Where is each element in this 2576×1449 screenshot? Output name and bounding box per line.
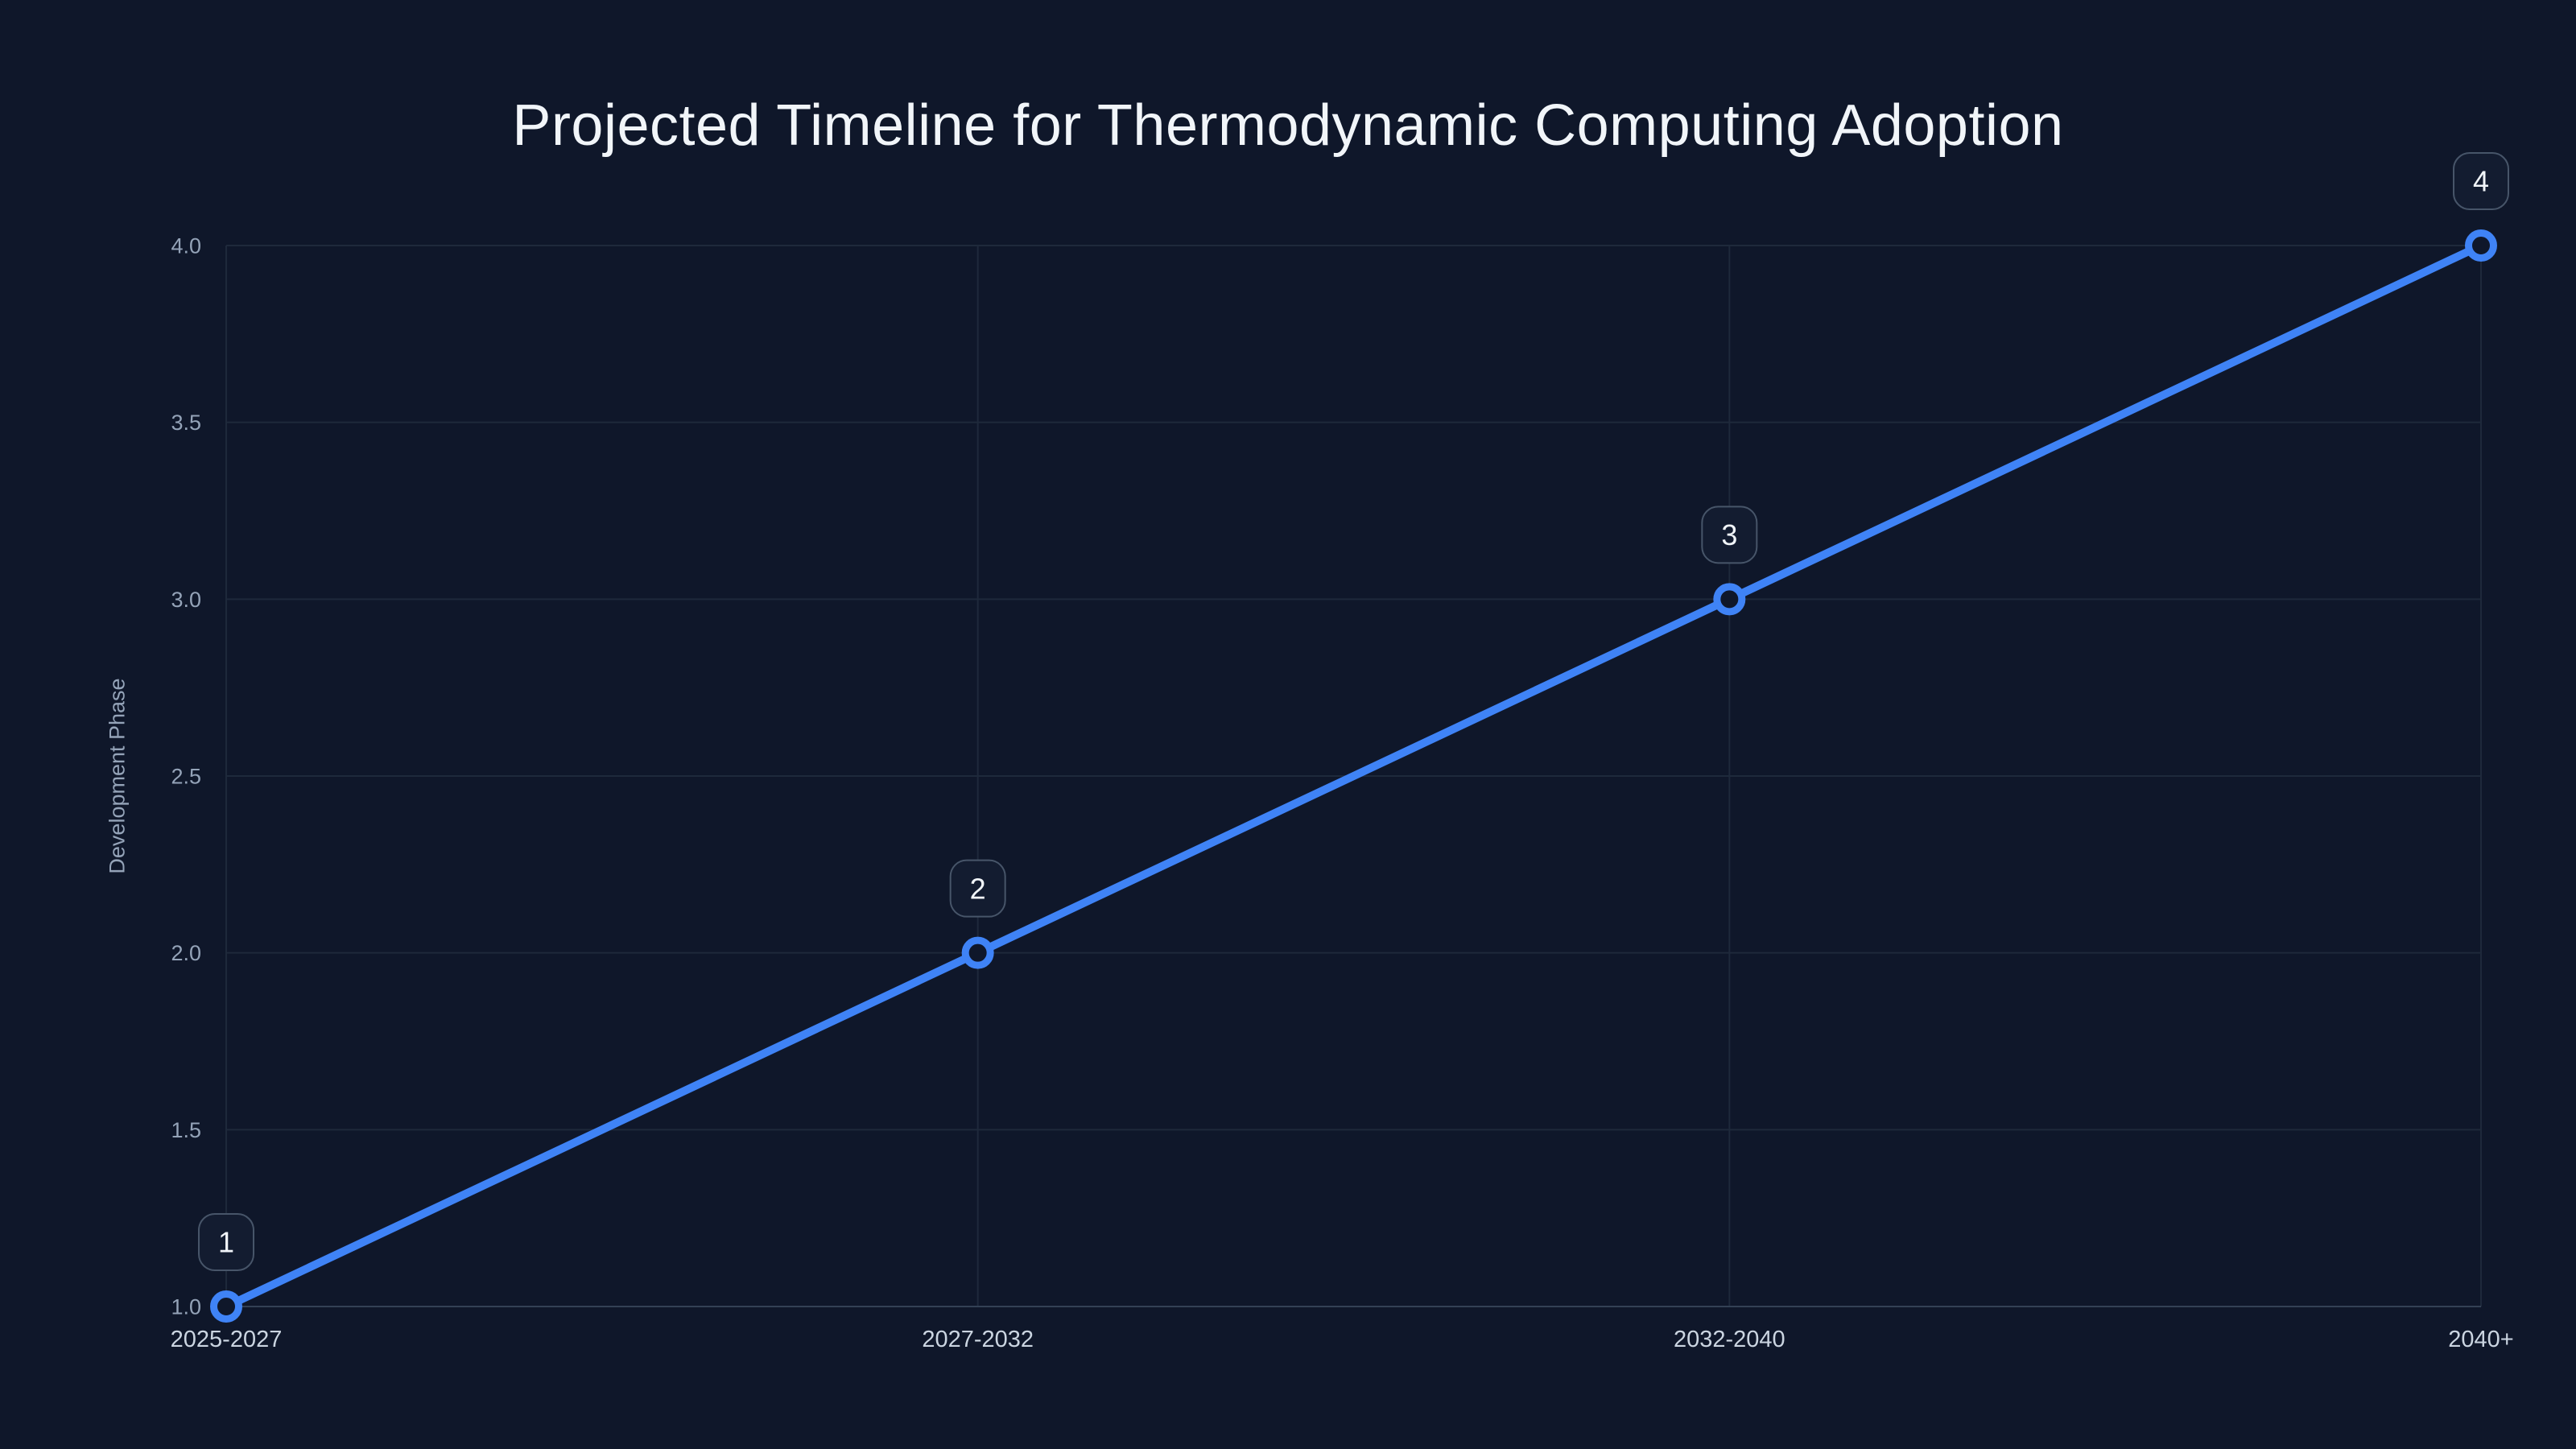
y-tick-label: 2.5 — [171, 764, 201, 788]
axis-tick-labels: 1.0 1.5 2.0 2.5 3.0 3.5 4.0 2025-2027 2027-2032 2… — [171, 233, 2514, 1352]
y-tick-label: 1.0 — [171, 1294, 201, 1319]
data-point-1 — [210, 1290, 242, 1323]
y-tick-label: 2.0 — [171, 941, 201, 965]
series-layer — [210, 229, 2497, 1323]
point-label-badge-box — [1701, 506, 1758, 564]
data-point-2 — [961, 936, 994, 969]
point-label: 1 — [218, 1226, 234, 1259]
y-tick-label: 4.0 — [171, 233, 201, 258]
point-label: 2 — [970, 872, 986, 905]
data-point-4 — [2465, 229, 2497, 262]
x-tick-label: 2027-2032 — [922, 1327, 1034, 1352]
chart-title: Projected Timeline for Thermodynamic Com… — [512, 93, 2064, 158]
point-label-badge: 3 — [1701, 506, 1758, 564]
point-label-badge: 1 — [198, 1213, 254, 1271]
series-line — [222, 242, 2485, 1311]
point-label: 4 — [2473, 165, 2489, 198]
point-label-badge: 2 — [949, 859, 1006, 918]
x-tick-label: 2025-2027 — [171, 1327, 283, 1352]
y-tick-label: 1.5 — [171, 1118, 201, 1142]
y-tick-label: 3.0 — [171, 588, 201, 612]
point-label-badge-box — [198, 1213, 254, 1271]
point-label-badge-box — [2453, 152, 2509, 210]
point-label-badge: 4 — [2453, 152, 2509, 210]
data-point-3 — [1713, 583, 1746, 616]
x-tick-label: 2040+ — [2448, 1327, 2513, 1352]
x-tick-label: 2032-2040 — [1674, 1327, 1785, 1352]
point-label-badges: 1 2 3 4 — [198, 152, 2509, 1271]
point-label: 3 — [1721, 518, 1737, 551]
point-label-badge-box — [949, 859, 1006, 918]
y-tick-label: 3.5 — [171, 411, 201, 435]
